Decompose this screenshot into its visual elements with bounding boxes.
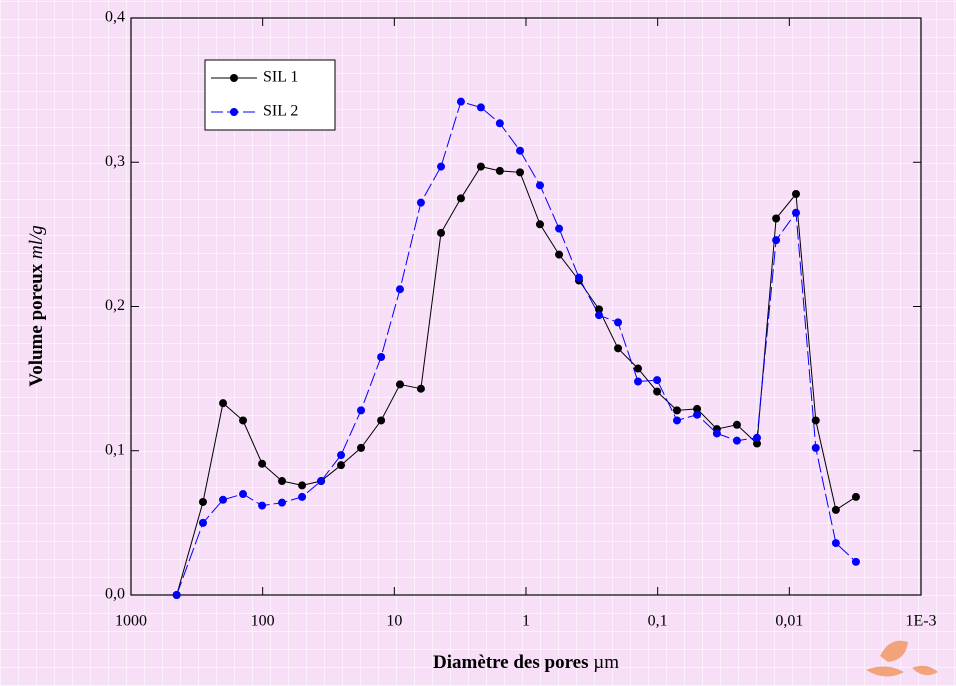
data-point (172, 591, 181, 599)
data-point (634, 377, 643, 386)
data-point (298, 492, 307, 501)
data-point (219, 399, 228, 408)
data-point (377, 416, 386, 425)
data-point (476, 103, 485, 112)
data-point (851, 492, 860, 501)
data-point (772, 214, 781, 223)
data-point (258, 501, 267, 510)
data-point (712, 429, 721, 438)
x-tick-label: 0,01 (775, 613, 803, 630)
data-point (239, 416, 248, 425)
data-point (634, 364, 643, 373)
data-point (851, 557, 860, 566)
data-point (791, 189, 800, 198)
data-point (693, 404, 702, 413)
x-label-text: Diamètre des pores (433, 652, 589, 673)
data-point (357, 406, 366, 415)
data-point (732, 436, 741, 445)
legend-marker (230, 74, 238, 82)
data-point (495, 119, 504, 128)
data-point (614, 344, 623, 353)
legend-label: SIL 2 (263, 103, 298, 120)
data-point (495, 166, 504, 175)
data-point (456, 194, 465, 203)
data-point (753, 439, 762, 448)
x-tick-label: 1E-3 (905, 613, 936, 630)
data-point (357, 443, 366, 452)
data-point (476, 162, 485, 171)
y-tick-label: 0,1 (105, 441, 125, 458)
data-point (456, 97, 465, 106)
data-point (673, 406, 682, 415)
data-point (437, 228, 446, 237)
y-label-unit: ml/g (26, 225, 47, 259)
data-point (298, 481, 307, 490)
logo-shape (912, 665, 938, 676)
data-point (317, 477, 326, 486)
data-point (811, 443, 820, 452)
x-tick-label: 10 (386, 613, 402, 630)
legend-marker (230, 108, 238, 116)
data-point (198, 518, 207, 527)
x-tick-label: 1 (522, 613, 530, 630)
x-tick-label: 1000 (115, 613, 147, 630)
data-point (337, 451, 346, 460)
data-point (555, 224, 564, 233)
data-point (219, 495, 228, 504)
data-point (653, 387, 662, 396)
y-tick-label: 0,0 (105, 586, 125, 603)
y-tick-label: 0,2 (105, 297, 125, 314)
data-point (278, 477, 287, 486)
data-point (437, 162, 446, 171)
y-tick-label: 0,3 (105, 153, 125, 170)
y-axis-label: Volume poreux ml/g (26, 225, 47, 387)
data-point (693, 410, 702, 419)
data-point (791, 208, 800, 217)
data-point (535, 181, 544, 190)
data-point (535, 220, 544, 229)
data-point (673, 416, 682, 425)
data-point (239, 490, 248, 499)
data-point (555, 250, 564, 259)
x-label-unit: µm (593, 652, 619, 673)
data-point (594, 311, 603, 320)
logo-shape (880, 640, 908, 662)
x-axis-label: Diamètre des pores µm (433, 652, 619, 673)
x-tick-label: 100 (251, 613, 275, 630)
legend-box (204, 59, 336, 131)
data-point (574, 273, 583, 282)
data-point (732, 420, 741, 429)
data-point (772, 236, 781, 245)
data-point (831, 539, 840, 548)
data-point (614, 318, 623, 327)
data-point (594, 305, 603, 314)
data-point (258, 459, 267, 468)
data-point (416, 384, 425, 393)
data-point (377, 352, 386, 361)
logo-shape (866, 666, 904, 677)
logo (866, 640, 938, 677)
data-point (278, 498, 287, 507)
data-point (753, 433, 762, 442)
data-point (416, 198, 425, 207)
data-point (395, 285, 404, 294)
data-point (831, 505, 840, 514)
data-point (198, 497, 207, 506)
data-point (395, 380, 404, 389)
y-label-text: Volume poreux (26, 263, 47, 386)
data-point (516, 168, 525, 177)
y-tick-label: 0,4 (105, 9, 125, 26)
data-point (337, 461, 346, 470)
x-tick-label: 0,1 (648, 613, 668, 630)
legend-label: SIL 1 (263, 69, 298, 86)
series-line (176, 101, 857, 596)
data-point (653, 376, 662, 385)
data-point (516, 146, 525, 155)
series-line (176, 166, 857, 596)
